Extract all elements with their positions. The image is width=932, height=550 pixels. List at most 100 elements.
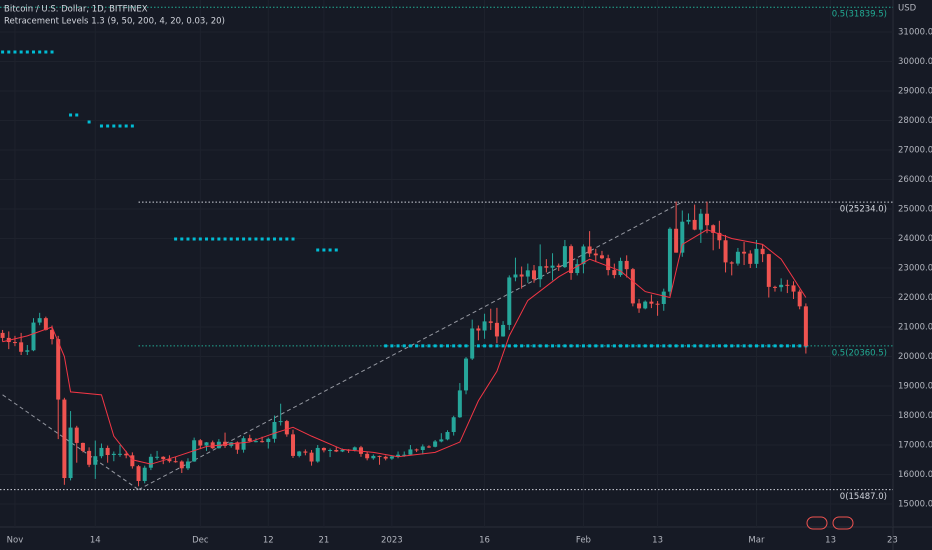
candle-body bbox=[266, 438, 271, 443]
y-tick-label: 25000.0 bbox=[898, 205, 932, 215]
y-tick-label: 18000.0 bbox=[898, 411, 932, 421]
candle-body bbox=[328, 450, 333, 452]
chart-title: Bitcoin / U.S. Dollar, 1D, BITFINEX bbox=[4, 5, 148, 15]
candle-body bbox=[204, 442, 209, 446]
candle-body bbox=[754, 248, 759, 264]
candle-body bbox=[624, 260, 629, 270]
candle-body bbox=[550, 265, 555, 268]
candle-body bbox=[68, 427, 73, 479]
candle-body bbox=[340, 449, 345, 452]
y-tick-label: 23000.0 bbox=[898, 263, 932, 273]
y-tick-label: 31000.0 bbox=[898, 28, 932, 38]
candle-body bbox=[544, 266, 549, 268]
y-tick-label: 21000.0 bbox=[898, 322, 932, 332]
candle-body bbox=[223, 441, 228, 446]
indicator-title: Retracement Levels 1.3 (9, 50, 200, 4, 2… bbox=[4, 17, 225, 27]
candle-body bbox=[315, 447, 320, 462]
candle-body bbox=[62, 399, 67, 479]
level-label: 0.5(31839.5) bbox=[832, 10, 887, 20]
candle-body bbox=[185, 461, 190, 469]
y-tick-label: 22000.0 bbox=[898, 293, 932, 303]
candle-body bbox=[87, 450, 92, 465]
candle-body bbox=[606, 258, 611, 271]
x-tick-label: 14 bbox=[90, 536, 101, 546]
event-icon[interactable] bbox=[832, 516, 854, 530]
candle-body bbox=[334, 450, 339, 452]
candle-body bbox=[99, 447, 104, 457]
candle-body bbox=[117, 453, 122, 455]
candle-body bbox=[618, 260, 623, 276]
candle-body bbox=[80, 442, 85, 451]
x-tick-label: Nov bbox=[7, 536, 24, 546]
x-tick-label: 21 bbox=[318, 536, 329, 546]
event-icon[interactable] bbox=[806, 516, 828, 530]
candle-body bbox=[291, 434, 296, 456]
candle-body bbox=[167, 459, 172, 462]
candle-body bbox=[698, 213, 703, 230]
candle-body bbox=[278, 421, 283, 423]
candle-body bbox=[507, 277, 512, 325]
candle-body bbox=[111, 453, 116, 456]
candle-body bbox=[19, 342, 24, 352]
candle-body bbox=[637, 303, 642, 309]
candle-body bbox=[352, 447, 357, 451]
candle-body bbox=[711, 225, 716, 233]
candle-body bbox=[426, 446, 431, 448]
candle-body bbox=[365, 453, 370, 459]
x-tick-label: 2023 bbox=[381, 536, 403, 546]
candle-body bbox=[445, 432, 450, 440]
candle-body bbox=[748, 253, 753, 264]
candle-body bbox=[779, 284, 784, 288]
candle-body bbox=[464, 358, 469, 391]
candle-body bbox=[402, 454, 407, 456]
candle-body bbox=[241, 438, 246, 450]
x-tick-label: Feb bbox=[576, 536, 591, 546]
candle-body bbox=[612, 270, 617, 276]
candle-body bbox=[43, 318, 48, 330]
candle-body bbox=[723, 240, 728, 263]
y-tick-label: 20000.0 bbox=[898, 352, 932, 362]
candle-body bbox=[649, 301, 654, 304]
candle-body bbox=[50, 329, 55, 340]
candle-body bbox=[377, 455, 382, 457]
candle-body bbox=[105, 447, 110, 456]
candle-body bbox=[742, 251, 747, 254]
candle-body bbox=[414, 449, 419, 451]
candle-body bbox=[630, 269, 635, 304]
candle-body bbox=[93, 456, 98, 465]
candle-body bbox=[420, 446, 425, 451]
candle-body bbox=[433, 441, 438, 447]
candle-body bbox=[667, 228, 672, 292]
candle-body bbox=[0, 332, 5, 338]
candle-body bbox=[124, 453, 129, 456]
candle-body bbox=[371, 455, 376, 459]
candle-body bbox=[439, 439, 444, 442]
y-tick-label: 24000.0 bbox=[898, 234, 932, 244]
candle-body bbox=[593, 253, 598, 256]
candle-body bbox=[155, 456, 160, 458]
candle-body bbox=[599, 255, 604, 259]
candle-body bbox=[457, 390, 462, 418]
candle-body bbox=[210, 442, 215, 449]
candle-body bbox=[519, 274, 524, 277]
candle-body bbox=[760, 248, 765, 255]
candle-body bbox=[247, 438, 252, 442]
candle-body bbox=[488, 321, 493, 323]
level-label: 0.5(20360.5) bbox=[832, 348, 887, 358]
candle-body bbox=[556, 265, 561, 268]
candle-body bbox=[674, 228, 679, 253]
candle-body bbox=[686, 219, 691, 222]
y-tick-label: 16000.0 bbox=[898, 470, 932, 480]
candle-body bbox=[494, 322, 499, 337]
candle-body bbox=[451, 417, 456, 433]
y-tick-label: 19000.0 bbox=[898, 381, 932, 391]
candle-body bbox=[25, 350, 30, 352]
candle-body bbox=[766, 254, 771, 287]
candle-body bbox=[358, 447, 363, 454]
candle-body bbox=[161, 456, 166, 460]
candle-body bbox=[198, 440, 203, 446]
candle-body bbox=[272, 421, 277, 439]
y-tick-label: 27000.0 bbox=[898, 146, 932, 156]
candle-body bbox=[501, 324, 506, 337]
y-tick-label: 26000.0 bbox=[898, 175, 932, 185]
